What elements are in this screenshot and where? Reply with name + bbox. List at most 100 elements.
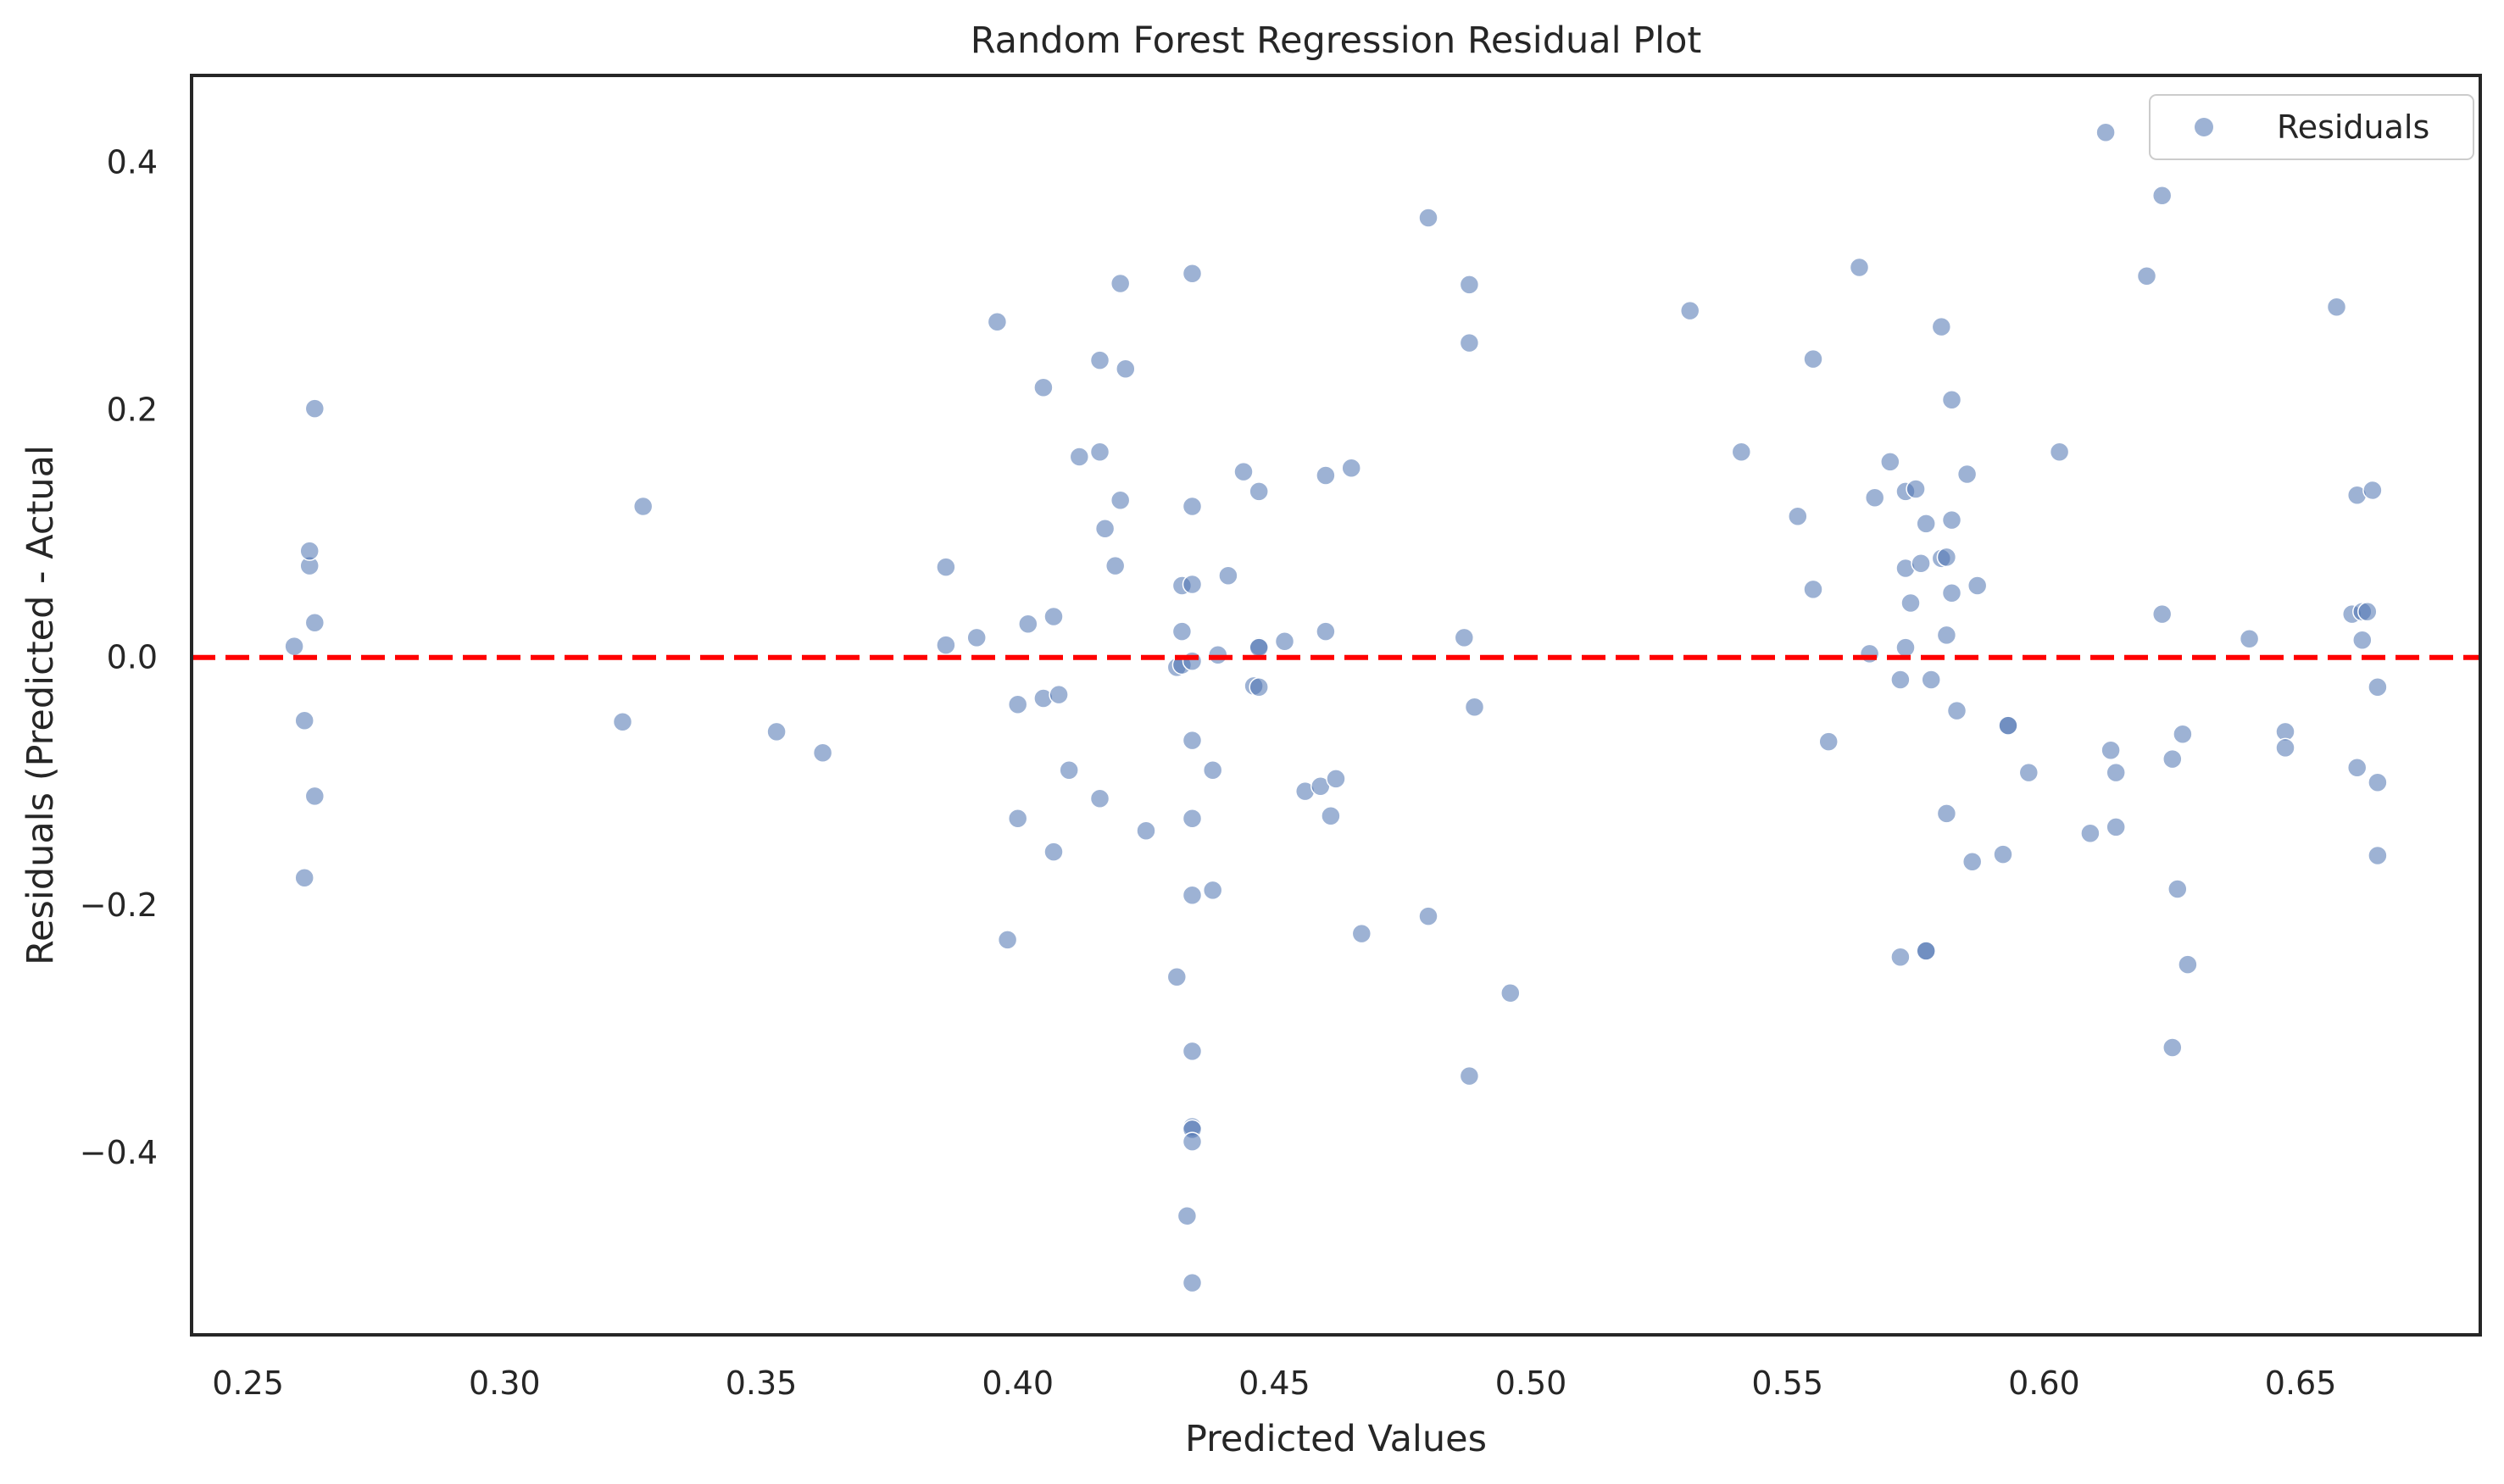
residual-point — [1182, 1272, 1203, 1293]
x-tick-label: 0.50 — [1495, 1365, 1567, 1402]
residual-point — [1249, 677, 1269, 698]
residual-point — [1059, 759, 1079, 781]
residual-point — [1182, 1041, 1203, 1062]
residual-point — [1993, 844, 2013, 864]
residual-point — [936, 557, 956, 577]
residual-point — [766, 721, 787, 742]
residual-point — [1500, 982, 1521, 1003]
residual-point — [987, 312, 1008, 332]
residual-point — [1418, 906, 1438, 926]
residual-point — [1182, 885, 1203, 906]
x-tick-label: 0.30 — [469, 1365, 541, 1402]
residual-point — [1418, 208, 1438, 228]
residual-point — [1818, 731, 1839, 752]
residual-point — [294, 710, 314, 731]
residual-point — [304, 786, 326, 807]
residual-point — [1033, 377, 1054, 397]
residual-point — [1895, 637, 1916, 658]
residual-point — [1089, 442, 1110, 462]
residual-point — [1105, 555, 1126, 576]
residual-point — [2136, 265, 2157, 286]
residual-point — [1967, 575, 1988, 596]
residual-point — [1182, 1131, 1203, 1152]
residual-point — [2346, 758, 2368, 778]
residual-point — [2049, 442, 2070, 462]
residual-point — [1007, 808, 1028, 829]
residual-point — [1351, 923, 1372, 944]
residual-point — [2162, 748, 2183, 770]
residual-point — [2101, 740, 2121, 761]
residual-point — [1859, 643, 1880, 664]
x-tick-label: 0.45 — [1238, 1365, 1310, 1402]
residual-point — [1089, 350, 1110, 370]
residual-point — [1249, 481, 1269, 502]
residual-point — [1316, 621, 1336, 642]
residual-point — [1182, 264, 1203, 284]
residual-point — [2368, 772, 2388, 793]
residual-point — [1341, 458, 1361, 478]
residual-point — [2178, 954, 2198, 975]
residual-point — [2151, 603, 2173, 625]
residual-point — [1880, 452, 1900, 472]
residual-point — [2352, 630, 2373, 651]
residual-point — [1956, 464, 1978, 485]
residual-point — [1233, 461, 1254, 482]
residual-point — [1326, 769, 1346, 789]
x-tick-label: 0.35 — [726, 1365, 798, 1402]
residual-point — [1069, 447, 1090, 467]
y-axis-label: Residuals (Predicted - Actual — [19, 445, 62, 965]
residual-point — [1911, 553, 1931, 574]
residual-point — [1936, 547, 1957, 568]
residual-point — [1043, 606, 1064, 627]
residual-point — [1936, 625, 1957, 646]
residual-point — [1136, 820, 1156, 842]
residual-point — [1849, 257, 1870, 278]
residual-point — [1921, 670, 1941, 690]
residual-point — [2368, 677, 2388, 698]
residual-point — [2326, 297, 2347, 317]
residual-point — [304, 398, 326, 419]
plot-frame — [190, 74, 2482, 1337]
x-tick-label: 0.25 — [212, 1365, 284, 1402]
residual-point — [1941, 390, 1962, 410]
residual-point — [1803, 579, 1823, 600]
residual-point — [1110, 490, 1131, 510]
x-tick-label: 0.55 — [1751, 1365, 1823, 1402]
residual-point — [284, 636, 304, 657]
residual-point — [2106, 762, 2126, 783]
residual-point — [1464, 697, 1485, 717]
residual-point — [1961, 852, 1983, 872]
residual-point — [1459, 332, 1480, 353]
residual-point — [1864, 487, 1885, 509]
legend: Residuals — [2149, 94, 2474, 160]
y-tick-label: 0.4 — [107, 143, 158, 181]
residual-point — [1936, 803, 1957, 824]
residual-point — [1941, 583, 1962, 603]
residual-point — [612, 711, 633, 732]
residual-point — [2167, 879, 2188, 899]
residual-point — [299, 541, 320, 561]
y-tick-label: −0.4 — [80, 1134, 158, 1171]
data-points — [284, 122, 2388, 1293]
legend-box — [2149, 94, 2474, 160]
residual-point — [1788, 506, 1808, 526]
residual-point — [294, 868, 314, 888]
x-tick-label: 0.60 — [2008, 1365, 2080, 1402]
residual-point — [1182, 808, 1203, 829]
residual-point — [1916, 941, 1936, 961]
residual-point — [1171, 621, 1193, 642]
residual-point — [1890, 670, 1911, 690]
residual-point — [1043, 842, 1064, 862]
residual-point — [997, 930, 1018, 950]
y-tick-label: 0.0 — [107, 639, 158, 676]
residual-point — [2080, 823, 2101, 843]
residual-point — [936, 635, 956, 655]
residual-point — [1316, 465, 1336, 486]
residual-point — [1202, 880, 1223, 901]
residual-point — [1110, 273, 1131, 294]
residual-point — [1946, 700, 1967, 721]
x-tick-label: 0.65 — [2265, 1365, 2337, 1402]
residual-point — [304, 613, 326, 633]
